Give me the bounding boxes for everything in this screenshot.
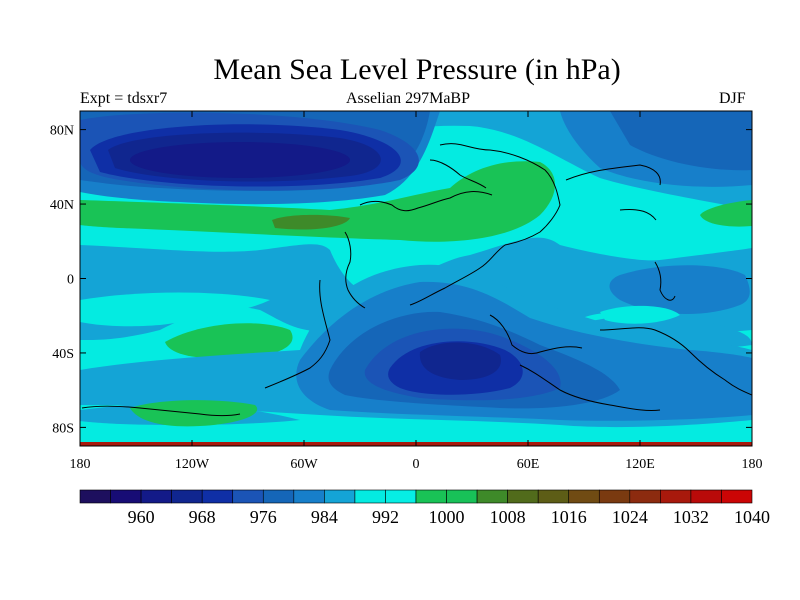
colorbar-swatch [324, 489, 356, 504]
colorbar-label: 968 [189, 507, 216, 527]
colorbar-label: 1024 [612, 507, 648, 527]
colorbar-swatch [201, 489, 234, 504]
colorbar-label: 1008 [490, 507, 526, 527]
colorbar-label: 1016 [551, 507, 587, 527]
lat-tick-label: 80N [50, 124, 74, 139]
colorbar-label: 1000 [429, 507, 465, 527]
colorbar-swatch [262, 489, 295, 504]
colorbar-swatch [568, 489, 600, 504]
season-label: DJF [719, 90, 746, 107]
colorbar-swatch [385, 489, 417, 504]
lat-tick-label: 40N [50, 198, 74, 213]
lon-tick-label: 60W [290, 457, 318, 472]
pressure-band-988 [609, 265, 750, 315]
colorbar-label: 976 [250, 507, 277, 527]
lon-tick-label: 180 [742, 457, 763, 472]
longitude-axis: 180 120W 60W 0 60E 120E 180 [70, 111, 763, 472]
colorbar-label: 1032 [673, 507, 709, 527]
pressure-colorbar: 960 968 976 984 992 1000 1008 1016 1024 1032 1040 [79, 489, 770, 527]
colorbar-swatch [537, 489, 570, 504]
colorbar-label: 992 [372, 507, 399, 527]
pressure-band-996 [80, 292, 270, 327]
pressure-band-1004 [80, 161, 555, 242]
pressure-band-996 [80, 420, 752, 446]
pressure-band-1012 [272, 214, 350, 230]
colorbar-swatch [690, 489, 722, 504]
colorbar-label: 984 [311, 507, 338, 527]
colorbar-swatch [415, 489, 447, 504]
pressure-band-992 [560, 314, 752, 348]
experiment-label: Expt = tdsxr7 [80, 90, 168, 107]
colorbar-label: 960 [128, 507, 155, 527]
pressure-band-1004 [165, 323, 293, 359]
colorbar-label: 1040 [734, 507, 770, 527]
colorbar-swatch [629, 489, 661, 504]
colorbar-swatch [446, 489, 478, 504]
pressure-band-1004 [700, 200, 752, 227]
pressure-band-996 [600, 305, 680, 324]
coastlines [81, 143, 752, 416]
colorbar-swatch [110, 489, 142, 504]
pressure-band-972 [419, 342, 501, 380]
colorbar-swatch [232, 489, 264, 504]
colorbar-swatch [660, 489, 692, 504]
colorbar-swatch [354, 489, 386, 504]
lon-tick-label: 120W [175, 457, 210, 472]
lon-tick-label: 60E [517, 457, 540, 472]
lon-tick-label: 180 [70, 457, 91, 472]
pressure-band-984 [610, 111, 752, 171]
lon-tick-label: 0 [413, 457, 420, 472]
colorbar-swatch [721, 489, 753, 504]
lat-tick-label: 80S [52, 421, 74, 436]
colorbar-swatch [293, 489, 325, 504]
colorbar-swatch [476, 489, 508, 504]
lon-tick-label: 120E [625, 457, 655, 472]
map-title: Mean Sea Level Pressure (in hPa) [213, 53, 621, 86]
colorbar-swatch [140, 489, 172, 504]
colorbar-swatch [171, 489, 203, 504]
colorbar-swatch [507, 489, 539, 504]
lat-tick-label: 40S [52, 347, 74, 362]
lat-tick-label: 0 [67, 273, 74, 288]
colorbar-swatch [598, 489, 631, 504]
latitude-axis: 80N 40N 0 40S 80S [50, 124, 752, 436]
pressure-band-968 [130, 142, 350, 178]
colorbar-swatch [79, 489, 111, 504]
pressure-field [80, 111, 752, 446]
period-label: Asselian 297MaBP [346, 90, 470, 107]
